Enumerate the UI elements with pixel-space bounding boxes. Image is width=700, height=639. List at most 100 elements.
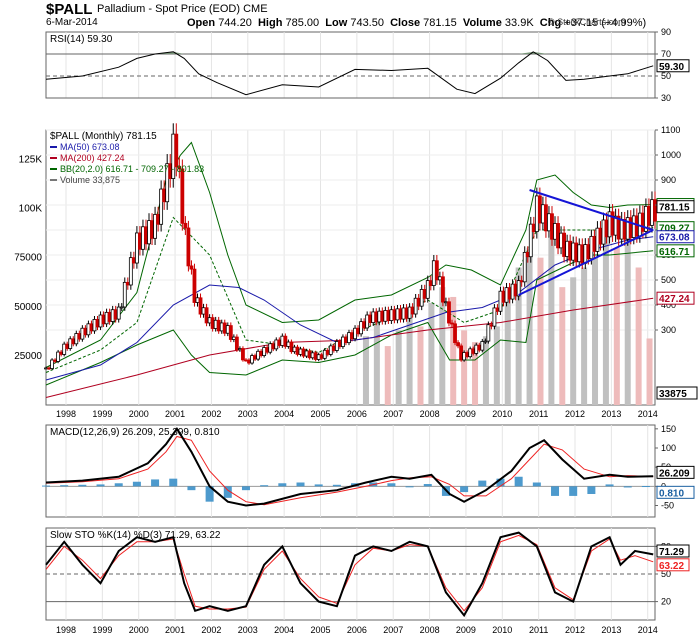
price-candle: [586, 244, 591, 260]
price-candle: [277, 339, 282, 346]
volume-bar: [613, 247, 620, 405]
rsi-axis-label: 50: [661, 71, 671, 81]
macd-histogram-bar: [96, 484, 105, 487]
price-candle: [262, 347, 267, 356]
price-candle: [422, 289, 427, 299]
price-candle: [265, 347, 270, 353]
macd-histogram-bar: [532, 482, 541, 487]
price-candle: [174, 133, 179, 168]
close-value: 781.15: [423, 17, 457, 29]
sto-year-label: 2003: [238, 625, 258, 635]
price-candle: [568, 240, 573, 261]
price-candle: [280, 335, 285, 346]
macd-tag-0-text: 26.209: [659, 468, 690, 479]
price-candle: [462, 352, 467, 361]
price-candle: [322, 349, 327, 359]
price-candle: [359, 321, 364, 335]
price-candle: [295, 346, 300, 355]
price-candle: [589, 235, 594, 260]
volume-bar: [548, 238, 555, 405]
macd-histogram-bar: [132, 481, 141, 487]
sto-year-label: 2001: [165, 625, 185, 635]
price-axis-label: 1100: [661, 125, 680, 135]
volume-bar: [570, 277, 577, 405]
chart-description: Palladium - Spot Price (EOD) CME: [97, 3, 268, 15]
price-candle: [383, 310, 388, 322]
price-candle: [622, 218, 627, 240]
price-axis-label: 500: [661, 275, 676, 285]
price-candle: [165, 163, 170, 203]
rsi-axis-label: 90: [661, 27, 671, 37]
price-tag-3-text: 673.08: [659, 233, 690, 244]
macd-histogram-bar: [60, 485, 69, 487]
volume-bar: [482, 336, 489, 405]
price-candle: [356, 327, 360, 335]
price-candle: [195, 297, 200, 303]
quote-date: 6-Mar-2014: [46, 17, 98, 28]
sto-tag-1-box: [656, 558, 690, 572]
volume-axis-label: 75000: [14, 253, 42, 264]
price-year-label: 2004: [274, 409, 294, 419]
sto-axis-label: 50: [661, 569, 671, 579]
price-candle: [71, 338, 76, 345]
price-candle: [298, 348, 303, 355]
price-candle: [401, 307, 406, 320]
macd-histogram-bar: [387, 483, 396, 487]
price-candle: [601, 219, 606, 245]
macd-signal-line: [45, 435, 654, 506]
price-candle: [74, 333, 79, 345]
open-label: Open: [187, 17, 216, 29]
price-candle: [104, 311, 109, 325]
rsi-axis-label: 30: [661, 93, 671, 103]
price-candle: [307, 350, 312, 359]
price-candle: [528, 223, 533, 258]
macd-histogram-bar: [223, 486, 232, 498]
sto-year-label: 2002: [201, 625, 221, 635]
price-candle: [56, 351, 61, 362]
price-candle: [386, 310, 391, 322]
volume-bar: [461, 330, 468, 405]
price-tag-5-box: [656, 291, 695, 305]
price-candle: [434, 260, 439, 281]
price-candle: [450, 322, 454, 325]
price-candle: [604, 219, 609, 238]
macd-histogram-bar: [42, 485, 50, 487]
price-candle: [83, 327, 88, 336]
price-candle: [507, 287, 512, 300]
price-year-label: 2003: [238, 409, 258, 419]
sto-year-label: 2005: [310, 625, 330, 635]
price-candle: [98, 314, 103, 328]
macd-histogram-bar: [551, 486, 560, 496]
price-candle: [325, 349, 330, 355]
price-candle: [647, 205, 651, 226]
price-candle: [238, 348, 242, 351]
price-candle: [292, 346, 297, 353]
rsi-last-tag-box: [656, 59, 690, 73]
price-candle: [516, 280, 521, 297]
price-candle: [192, 268, 197, 303]
macd-tag-1-box: [656, 485, 695, 499]
volume-bar: [504, 296, 511, 405]
price-candle: [177, 166, 182, 170]
macd-histogram-bar: [332, 484, 341, 487]
high-value: 785.00: [285, 17, 320, 29]
price-candle: [101, 314, 106, 325]
price-candle: [141, 226, 145, 250]
price-candle: [319, 354, 324, 359]
price-candle: [113, 309, 118, 320]
sto-tag-0-text: 71.29: [659, 547, 684, 558]
volume-bar: [592, 257, 599, 405]
price-year-label: 2002: [201, 409, 221, 419]
price-candle: [310, 352, 315, 359]
sto-year-label: 1998: [56, 625, 76, 635]
price-axis-label: 400: [661, 300, 676, 310]
price-year-label: 2011: [529, 409, 548, 419]
price-candle: [592, 235, 597, 252]
price-candle: [286, 341, 291, 347]
volume-last-tag-box: [656, 386, 698, 400]
price-candle: [153, 214, 157, 239]
price-candle: [495, 307, 500, 312]
price-year-label: 2001: [165, 409, 185, 419]
volume-bar: [373, 322, 380, 405]
rsi-panel-frame: [45, 31, 656, 99]
